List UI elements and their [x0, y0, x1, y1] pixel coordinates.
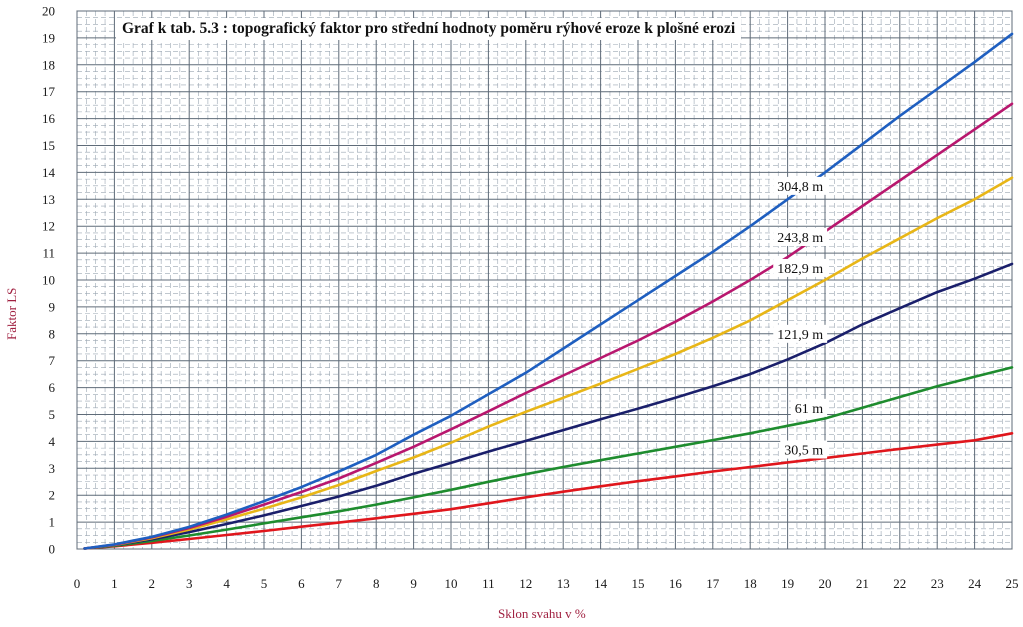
- y-tick-label: 14: [42, 165, 56, 180]
- series-label-2: 182,9 m: [773, 258, 828, 277]
- series-label-0: 304,8 m: [773, 176, 828, 195]
- x-tick-label: 21: [856, 576, 869, 591]
- major-grid: [76, 10, 1013, 550]
- series-label-text: 121,9 m: [777, 328, 823, 343]
- x-tick-label: 16: [669, 576, 683, 591]
- x-tick-label: 13: [557, 576, 570, 591]
- series-label-text: 30,5 m: [784, 444, 823, 459]
- series-label-bg: [790, 398, 828, 417]
- x-axis-label: Sklon svahu v %: [498, 606, 586, 621]
- y-tick-label: 16: [42, 111, 56, 126]
- x-tick-label: 20: [819, 576, 832, 591]
- y-tick-label: 0: [49, 542, 56, 557]
- x-tick-label: 1: [111, 576, 118, 591]
- y-tick-label: 8: [49, 326, 56, 341]
- y-tick-label: 7: [49, 353, 56, 368]
- x-tick-label: 19: [781, 576, 794, 591]
- x-tick-label: 24: [968, 576, 982, 591]
- series-label-text: 304,8 m: [777, 180, 823, 195]
- y-tick-label: 4: [49, 434, 56, 449]
- series-line-3: [83, 176, 1014, 550]
- series-line-0: [83, 431, 1014, 550]
- series-line-4: [83, 102, 1014, 550]
- x-tick-label: 14: [594, 576, 608, 591]
- x-tick-label: 5: [261, 576, 268, 591]
- x-tick-label: 17: [706, 576, 720, 591]
- x-tick-label: 9: [410, 576, 417, 591]
- series-label-1: 243,8 m: [773, 227, 828, 246]
- y-tick-label: 17: [42, 84, 56, 99]
- y-tick-label: 11: [42, 246, 55, 261]
- x-tick-label: 4: [223, 576, 230, 591]
- chart-title: Graf k tab. 5.3 : topografický faktor pr…: [116, 18, 742, 40]
- y-tick-label: 19: [42, 30, 55, 45]
- series-label-bg: [773, 227, 828, 246]
- x-tick-label: 3: [186, 576, 193, 591]
- x-tick-label: 23: [931, 576, 944, 591]
- x-tick-label: 10: [445, 576, 458, 591]
- y-tick-label: 10: [42, 273, 55, 288]
- y-tick-label: 13: [42, 192, 55, 207]
- x-tick-label: 12: [519, 576, 532, 591]
- y-tick-label: 6: [49, 380, 56, 395]
- x-tick-label: 11: [482, 576, 495, 591]
- series-label-bg: [773, 176, 828, 195]
- y-tick-label: 2: [49, 488, 56, 503]
- x-tick-label: 8: [373, 576, 380, 591]
- series-label-bg: [773, 258, 828, 277]
- series-labels: 304,8 m 243,8 m 182,9 m 121,9 m 61 m 30,5 m: [773, 176, 828, 459]
- y-tick-label: 15: [42, 138, 55, 153]
- x-tick-label: 18: [744, 576, 757, 591]
- y-axis-label: Faktor LS: [4, 287, 19, 340]
- y-tick-label: 3: [49, 461, 56, 476]
- x-tick-label: 6: [298, 576, 305, 591]
- x-tick-label: 15: [632, 576, 645, 591]
- x-tick-label: 25: [1006, 576, 1019, 591]
- y-tick-label: 12: [42, 219, 55, 234]
- series-lines: [83, 32, 1014, 550]
- series-label-text: 243,8 m: [777, 231, 823, 246]
- series-label-3: 121,9 m: [773, 324, 828, 343]
- series-line-5: [83, 32, 1014, 550]
- series-label-5: 30,5 m: [780, 440, 828, 459]
- series-label-text: 182,9 m: [777, 262, 823, 277]
- x-tick-labels: 0 1 2 3 4 5 6 7 8 9 10 11 12 13 14 15 16 17 18 19 20 21 22 23 24…: [74, 576, 1019, 591]
- series-line-1: [83, 366, 1014, 550]
- x-tick-label: 7: [336, 576, 343, 591]
- y-tick-label: 5: [49, 407, 56, 422]
- x-tick-label: 22: [893, 576, 906, 591]
- series-label-bg: [780, 440, 828, 459]
- y-tick-label: 18: [42, 57, 55, 72]
- series-line-2: [83, 262, 1014, 550]
- y-tick-label: 1: [49, 515, 56, 530]
- series-label-4: 61 m: [790, 398, 828, 417]
- y-tick-label: 20: [42, 4, 55, 19]
- y-tick-label: 9: [49, 299, 56, 314]
- x-tick-label: 0: [74, 576, 81, 591]
- series-label-bg: [773, 324, 828, 343]
- x-tick-label: 2: [149, 576, 156, 591]
- series-label-text: 61 m: [795, 402, 824, 417]
